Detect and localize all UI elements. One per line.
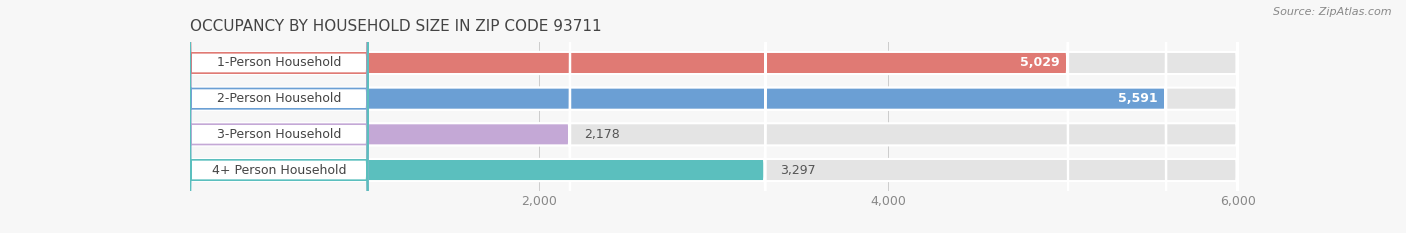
Text: Source: ZipAtlas.com: Source: ZipAtlas.com [1274,7,1392,17]
Text: 2-Person Household: 2-Person Household [217,92,342,105]
FancyBboxPatch shape [190,0,368,233]
FancyBboxPatch shape [190,0,571,233]
FancyBboxPatch shape [190,0,1167,233]
Text: 1-Person Household: 1-Person Household [217,56,342,69]
Text: 2,178: 2,178 [583,128,620,141]
FancyBboxPatch shape [190,0,1237,233]
Text: 5,029: 5,029 [1019,56,1059,69]
FancyBboxPatch shape [190,0,1237,233]
Text: OCCUPANCY BY HOUSEHOLD SIZE IN ZIP CODE 93711: OCCUPANCY BY HOUSEHOLD SIZE IN ZIP CODE … [190,19,602,34]
FancyBboxPatch shape [190,0,766,233]
FancyBboxPatch shape [190,0,1237,233]
Text: 5,591: 5,591 [1118,92,1157,105]
Text: 3,297: 3,297 [779,164,815,177]
FancyBboxPatch shape [190,0,1237,233]
FancyBboxPatch shape [190,0,368,233]
FancyBboxPatch shape [190,0,368,233]
Text: 3-Person Household: 3-Person Household [217,128,342,141]
FancyBboxPatch shape [190,0,1069,233]
FancyBboxPatch shape [190,0,368,233]
Text: 4+ Person Household: 4+ Person Household [212,164,346,177]
